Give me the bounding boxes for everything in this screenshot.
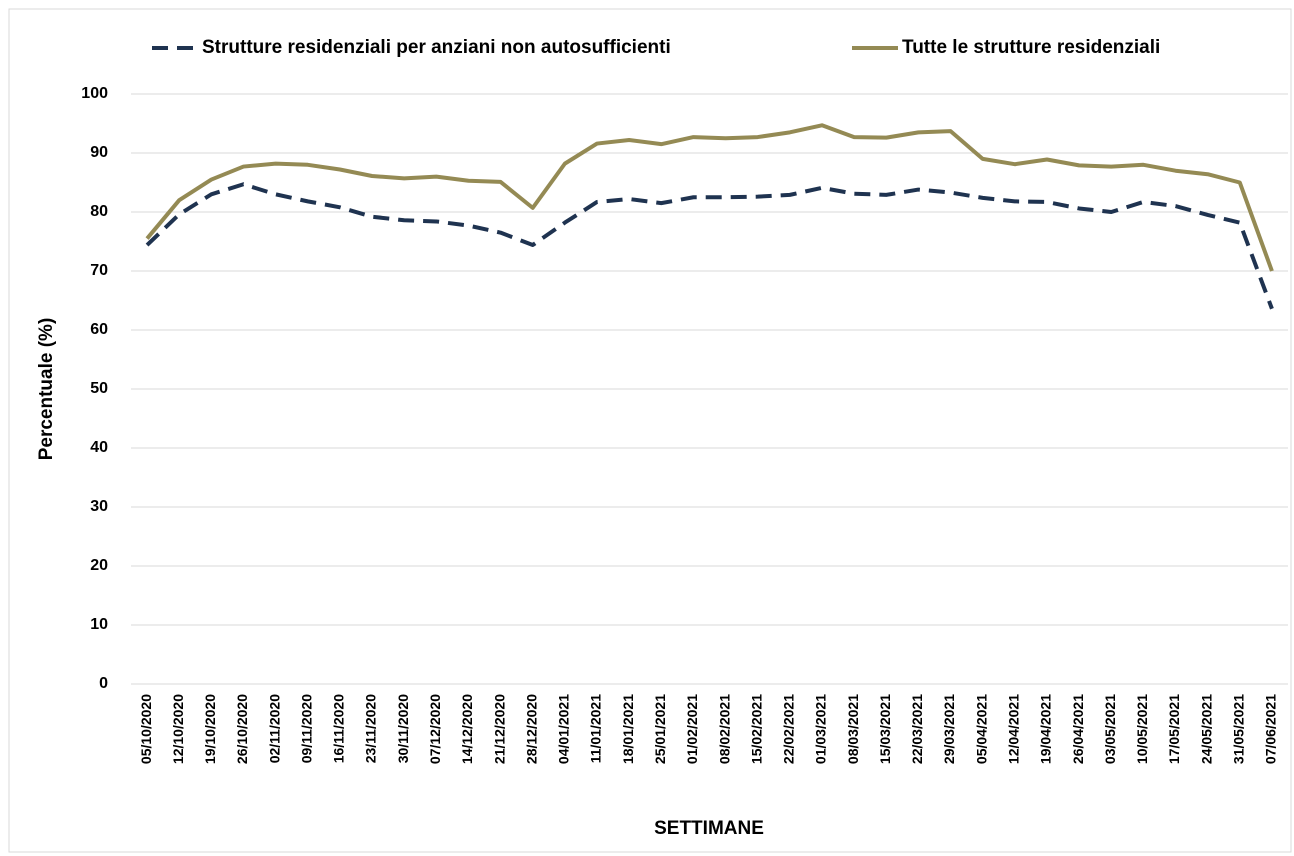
x-tick-label: 15/03/2021	[877, 694, 893, 764]
y-tick-label: 90	[90, 144, 108, 161]
x-tick-label: 01/03/2021	[813, 694, 829, 764]
x-tick-label: 12/04/2021	[1006, 694, 1022, 764]
x-tick-label: 07/06/2021	[1263, 694, 1279, 764]
x-tick-label: 30/11/2020	[395, 694, 411, 764]
y-axis-title: Percentuale (%)	[36, 318, 57, 461]
x-tick-label: 11/01/2021	[588, 694, 604, 764]
y-tick-label: 50	[90, 380, 108, 397]
x-tick-label: 03/05/2021	[1102, 694, 1118, 764]
y-tick-label: 20	[90, 557, 108, 574]
y-tick-label: 80	[90, 203, 108, 220]
x-tick-label: 21/12/2020	[491, 694, 507, 764]
x-tick-label: 19/04/2021	[1038, 694, 1054, 764]
x-tick-label: 26/04/2021	[1070, 694, 1086, 764]
x-tick-label: 15/02/2021	[748, 694, 764, 764]
x-tick-label: 04/01/2021	[556, 694, 572, 764]
x-tick-label: 25/01/2021	[652, 694, 668, 764]
y-tick-label: 40	[90, 439, 108, 456]
series-line	[145, 182, 1274, 310]
series-line	[145, 123, 1274, 272]
x-tick-label: 08/03/2021	[845, 694, 861, 764]
x-tick-label: 17/05/2021	[1166, 694, 1182, 764]
y-tick-label: 30	[90, 498, 108, 515]
x-tick-label: 05/04/2021	[973, 694, 989, 764]
x-tick-label: 23/11/2020	[363, 694, 379, 764]
y-tick-label: 100	[81, 85, 108, 102]
legend-label: Strutture residenziali per anziani non a…	[202, 37, 671, 58]
x-tick-label: 08/02/2021	[716, 694, 732, 764]
x-tick-label: 28/12/2020	[523, 694, 539, 764]
x-tick-label: 02/11/2020	[266, 694, 282, 764]
x-tick-label: 07/12/2020	[427, 694, 443, 764]
x-tick-label: 19/10/2020	[202, 694, 218, 764]
y-tick-label: 0	[99, 675, 108, 692]
x-tick-label: 14/12/2020	[459, 694, 475, 764]
x-tick-label: 01/02/2021	[684, 694, 700, 764]
chart-frame	[8, 8, 1292, 853]
legend-label: Tutte le strutture residenziali	[902, 37, 1160, 58]
x-tick-label: 12/10/2020	[170, 694, 186, 764]
x-tick-label: 05/10/2020	[138, 694, 154, 764]
x-tick-label: 10/05/2021	[1134, 694, 1150, 764]
y-tick-label: 60	[90, 321, 108, 338]
x-tick-label: 16/11/2020	[331, 694, 347, 764]
x-tick-label: 31/05/2021	[1230, 694, 1246, 764]
y-tick-label: 10	[90, 616, 108, 633]
x-tick-label: 22/02/2021	[781, 694, 797, 764]
x-tick-label: 26/10/2020	[234, 694, 250, 764]
x-tick-label: 18/01/2021	[620, 694, 636, 764]
x-tick-label: 24/05/2021	[1198, 694, 1214, 764]
x-tick-label: 22/03/2021	[909, 694, 925, 764]
x-axis-title: SETTIMANE	[654, 818, 764, 839]
y-tick-label: 70	[90, 262, 108, 279]
x-tick-label: 29/03/2021	[941, 694, 957, 764]
x-tick-label: 09/11/2020	[298, 694, 314, 764]
